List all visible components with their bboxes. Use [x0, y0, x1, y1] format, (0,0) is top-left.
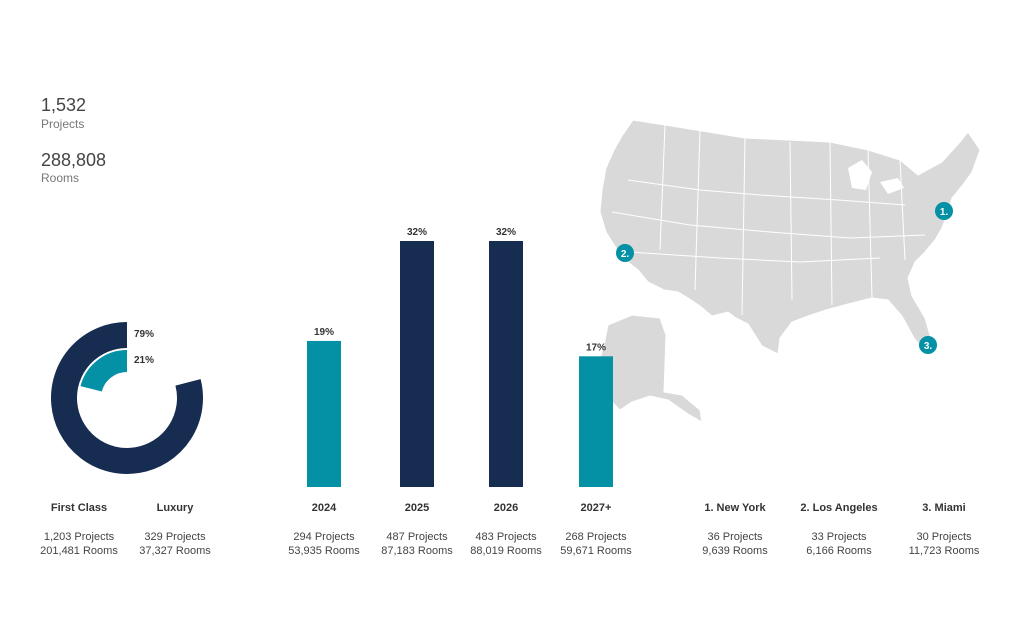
bar-chart: 19% 32% 32% 17%	[307, 227, 613, 487]
marker-miami: 3.	[919, 336, 937, 354]
projects-total-label: Projects	[41, 117, 85, 131]
donut-slice-luxury	[80, 350, 128, 393]
category-luxury: Luxury	[156, 502, 194, 514]
bar-2024-rooms: 53,935 Rooms	[288, 545, 360, 557]
bar-category-2024: 2024	[311, 502, 337, 514]
rooms-total: 288,808	[41, 150, 107, 170]
bar-2024	[307, 340, 341, 487]
donut-chart	[51, 322, 203, 474]
city-new-york: 1. New York	[704, 502, 766, 514]
first-class-rooms: 201,481 Rooms	[40, 545, 118, 557]
marker-los-angeles-dot[interactable]	[616, 244, 634, 262]
city-los-angeles-rooms: 6,166 Rooms	[806, 545, 872, 557]
city-los-angeles-projects: 33 Projects	[811, 531, 867, 543]
marker-new-york-label: 1.	[940, 207, 949, 218]
luxury-projects: 329 Projects	[144, 531, 206, 543]
rooms-total-label: Rooms	[41, 171, 80, 185]
donut-slice-first-class	[51, 322, 203, 474]
bar-2025-rooms: 87,183 Rooms	[381, 545, 453, 557]
city-miami-rooms: 11,723 Rooms	[908, 545, 980, 557]
bar-2026	[489, 241, 523, 487]
bar-category-2025: 2025	[404, 502, 430, 514]
bar-2026-projects: 483 Projects	[475, 531, 537, 543]
city-new-york-projects: 36 Projects	[707, 531, 763, 543]
bar-2025	[400, 241, 434, 487]
marker-los-angeles-label: 2.	[621, 249, 630, 260]
city-new-york-rooms: 9,639 Rooms	[702, 545, 768, 557]
first-class-projects: 1,203 Projects	[43, 531, 115, 543]
bar-2027-plus-projects: 268 Projects	[565, 531, 627, 543]
bar-2024-projects: 294 Projects	[293, 531, 355, 543]
bar-value-label-2025: 32%	[407, 227, 427, 238]
contiguous-us-shape	[599, 119, 981, 355]
bar-2027-plus	[579, 356, 613, 487]
marker-los-angeles: 2.	[616, 244, 634, 262]
marker-new-york-dot[interactable]	[935, 202, 953, 220]
city-los-angeles: 2. Los Angeles	[800, 502, 878, 514]
city-miami: 3. Miami	[922, 502, 966, 514]
city-miami-projects: 30 Projects	[916, 531, 972, 543]
bar-category-2027-plus: 2027+	[580, 502, 612, 514]
marker-miami-dot[interactable]	[919, 336, 937, 354]
projects-total: 1,532	[41, 95, 87, 115]
donut-label-first-class: 79%	[134, 329, 155, 340]
category-first-class: First Class	[50, 502, 108, 514]
bar-category-2026: 2026	[493, 502, 519, 514]
bar-2027-plus-rooms: 59,671 Rooms	[560, 545, 632, 557]
bar-value-label-2024: 19%	[314, 327, 334, 338]
bar-2026-rooms: 88,019 Rooms	[470, 545, 542, 557]
luxury-rooms: 37,327 Rooms	[139, 545, 211, 557]
bar-2025-projects: 487 Projects	[386, 531, 448, 543]
marker-new-york: 1.	[935, 202, 953, 220]
marker-miami-label: 3.	[924, 341, 933, 352]
bar-value-label-2026: 32%	[496, 227, 516, 238]
donut-label-luxury: 21%	[134, 355, 155, 366]
bar-value-label-2027-plus: 17%	[586, 342, 606, 353]
